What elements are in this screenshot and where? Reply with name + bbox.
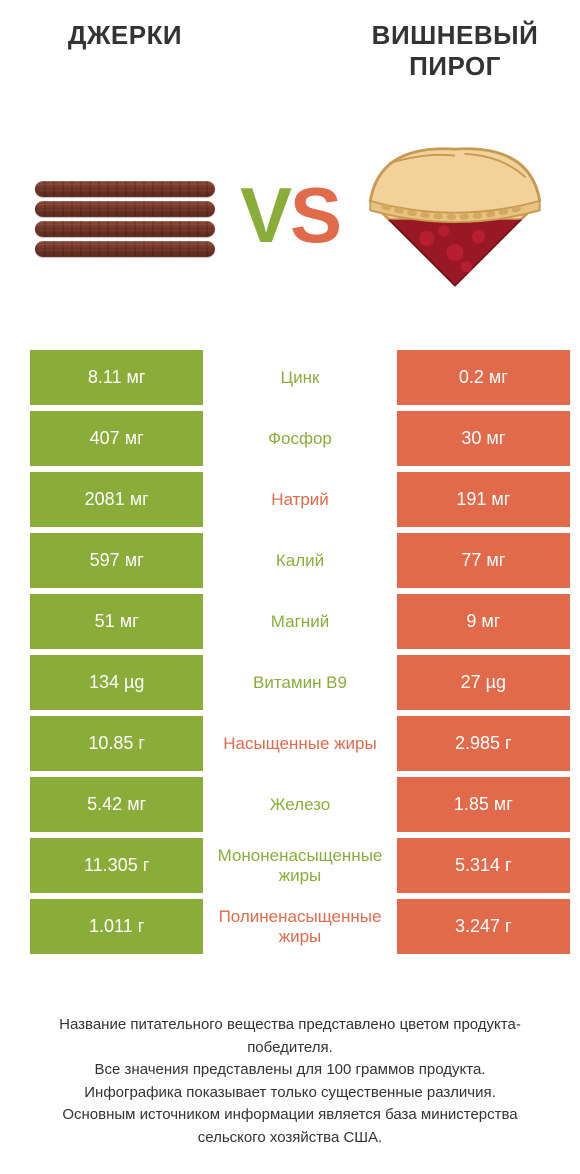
value-left: 1.011 г	[30, 899, 209, 954]
vs-label: VS	[230, 170, 350, 261]
titles: ДЖЕРКИ ВИШНЕВЫЙПИРОГ	[20, 20, 560, 110]
nutrient-label: Магний	[209, 594, 390, 649]
table-row: 2081 мгНатрий191 мг	[30, 472, 550, 533]
table-row: 11.305 гМононенасыщенные жиры5.314 г	[30, 838, 550, 899]
value-left: 11.305 г	[30, 838, 209, 893]
table-row: 5.42 мгЖелезо1.85 мг	[30, 777, 550, 838]
value-left: 10.85 г	[30, 716, 209, 771]
jerky-icon	[20, 165, 230, 265]
value-right: 9 мг	[391, 594, 570, 649]
table-row: 407 мгФосфор30 мг	[30, 411, 550, 472]
value-right: 2.985 г	[391, 716, 570, 771]
cherry-pie-icon	[350, 135, 560, 295]
footer-note: Название питательного вещества представл…	[40, 1014, 540, 1149]
table-row: 597 мгКалий77 мг	[30, 533, 550, 594]
hero: VS	[20, 110, 560, 320]
comparison-table: 8.11 мгЦинк0.2 мг407 мгФосфор30 мг2081 м…	[30, 350, 550, 954]
value-right: 1.85 мг	[391, 777, 570, 832]
nutrient-label: Железо	[209, 777, 390, 832]
title-right: ВИШНЕВЫЙПИРОГ	[350, 20, 560, 82]
nutrient-label: Цинк	[209, 350, 390, 405]
value-left: 8.11 мг	[30, 350, 209, 405]
table-row: 51 мгМагний9 мг	[30, 594, 550, 655]
nutrient-label: Фосфор	[209, 411, 390, 466]
table-row: 1.011 гПолиненасыщенные жиры3.247 г	[30, 899, 550, 954]
value-right: 3.247 г	[391, 899, 570, 954]
value-left: 597 мг	[30, 533, 209, 588]
nutrient-label: Натрий	[209, 472, 390, 527]
value-right: 77 мг	[391, 533, 570, 588]
value-right: 0.2 мг	[391, 350, 570, 405]
table-row: 10.85 гНасыщенные жиры2.985 г	[30, 716, 550, 777]
table-row: 134 µgВитамин B927 µg	[30, 655, 550, 716]
nutrient-label: Мононенасыщенные жиры	[209, 838, 390, 893]
value-left: 5.42 мг	[30, 777, 209, 832]
value-right: 27 µg	[391, 655, 570, 710]
value-right: 5.314 г	[391, 838, 570, 893]
infographic: ДЖЕРКИ ВИШНЕВЫЙПИРОГ VS	[0, 0, 580, 1159]
nutrient-label: Насыщенные жиры	[209, 716, 390, 771]
nutrient-label: Витамин B9	[209, 655, 390, 710]
value-left: 2081 мг	[30, 472, 209, 527]
nutrient-label: Калий	[209, 533, 390, 588]
table-row: 8.11 мгЦинк0.2 мг	[30, 350, 550, 411]
title-left: ДЖЕРКИ	[20, 20, 230, 51]
value-left: 407 мг	[30, 411, 209, 466]
value-left: 51 мг	[30, 594, 209, 649]
nutrient-label: Полиненасыщенные жиры	[209, 899, 390, 954]
value-right: 30 мг	[391, 411, 570, 466]
value-left: 134 µg	[30, 655, 209, 710]
value-right: 191 мг	[391, 472, 570, 527]
